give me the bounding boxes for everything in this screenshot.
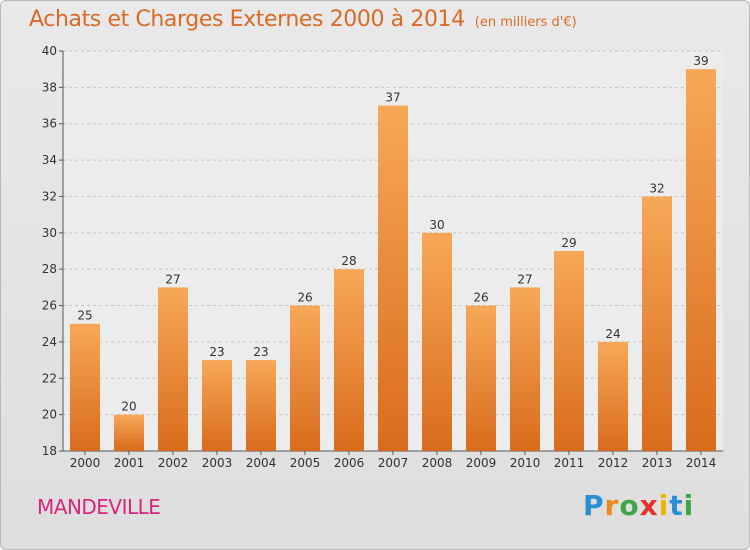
data-label-2000: 25 xyxy=(77,309,92,323)
data-label-2006: 28 xyxy=(341,254,356,268)
chart-title: Achats et Charges Externes 2000 à 2014 (e… xyxy=(29,7,577,32)
x-tick-label-2002: 2002 xyxy=(158,456,189,470)
logo-letter: i xyxy=(658,489,670,522)
bar-2001 xyxy=(114,414,144,451)
bar-2006 xyxy=(334,269,364,451)
bar-2012 xyxy=(598,341,628,451)
proxiti-logo: Proxiti xyxy=(583,489,694,522)
bar-2014 xyxy=(686,69,716,451)
chart-unit: (en milliers d'€) xyxy=(474,15,577,30)
x-tick-label-2005: 2005 xyxy=(290,456,321,470)
bar-2013 xyxy=(642,196,672,451)
bar-2009 xyxy=(466,305,496,451)
x-tick-label-2009: 2009 xyxy=(466,456,497,470)
data-label-2009: 26 xyxy=(473,291,488,305)
city-name: MANDEVILLE xyxy=(37,495,161,519)
y-tick-label: 32 xyxy=(42,189,57,203)
y-tick-label: 38 xyxy=(42,80,57,94)
logo-letter: i xyxy=(683,489,695,522)
bar-2007 xyxy=(378,105,408,451)
y-tick-label: 26 xyxy=(42,299,57,313)
chart-title-text: Achats et Charges Externes 2000 à 2014 xyxy=(29,7,465,32)
x-tick-label-2007: 2007 xyxy=(378,456,409,470)
x-tick-label-2014: 2014 xyxy=(686,456,717,470)
logo-letter: o xyxy=(619,489,640,522)
x-tick-label-2004: 2004 xyxy=(246,456,277,470)
x-tick-label-2011: 2011 xyxy=(554,456,585,470)
y-tick-label: 36 xyxy=(42,117,57,131)
x-tick-label-2006: 2006 xyxy=(334,456,365,470)
logo-letter: t xyxy=(669,489,684,522)
bar-2004 xyxy=(246,360,276,451)
data-label-2004: 23 xyxy=(253,345,268,359)
data-label-2003: 23 xyxy=(209,345,224,359)
data-label-2007: 37 xyxy=(385,91,400,105)
bars: 25 20 27 23 23 26 28 37 30 26 27 29 24 32 39 xyxy=(70,54,716,451)
data-label-2002: 27 xyxy=(165,272,180,286)
x-tick-label-2000: 2000 xyxy=(70,456,101,470)
y-tick-label: 22 xyxy=(42,371,57,385)
bar-2010 xyxy=(510,287,540,451)
y-tick-label: 24 xyxy=(42,335,57,349)
bar-2005 xyxy=(290,305,320,451)
bar-2003 xyxy=(202,360,232,451)
logo-letter: x xyxy=(639,489,659,522)
y-tick-label: 28 xyxy=(42,262,57,276)
data-label-2005: 26 xyxy=(297,291,312,305)
bar-2008 xyxy=(422,232,452,451)
x-tick-label-2003: 2003 xyxy=(202,456,233,470)
x-tick-label-2012: 2012 xyxy=(598,456,629,470)
bar-2002 xyxy=(158,287,188,451)
data-label-2011: 29 xyxy=(561,236,576,250)
y-tick-label: 34 xyxy=(42,153,57,167)
x-tick-label-2010: 2010 xyxy=(510,456,541,470)
y-tick-label: 20 xyxy=(42,408,57,422)
data-label-2012: 24 xyxy=(605,327,620,341)
data-label-2014: 39 xyxy=(693,54,708,68)
x-tick-label-2013: 2013 xyxy=(642,456,673,470)
x-tick-label-2008: 2008 xyxy=(422,456,453,470)
y-tick-label: 18 xyxy=(42,444,57,458)
x-tick-label-2001: 2001 xyxy=(114,456,145,470)
data-label-2008: 30 xyxy=(429,218,444,232)
bar-2000 xyxy=(70,323,100,451)
data-label-2013: 32 xyxy=(649,181,664,195)
y-tick-label: 40 xyxy=(42,44,57,58)
logo-letter: P xyxy=(583,489,605,522)
data-label-2010: 27 xyxy=(517,272,532,286)
logo-letter: r xyxy=(604,489,620,522)
y-tick-label: 30 xyxy=(42,226,57,240)
bar-2011 xyxy=(554,251,584,451)
data-label-2001: 20 xyxy=(121,400,136,414)
